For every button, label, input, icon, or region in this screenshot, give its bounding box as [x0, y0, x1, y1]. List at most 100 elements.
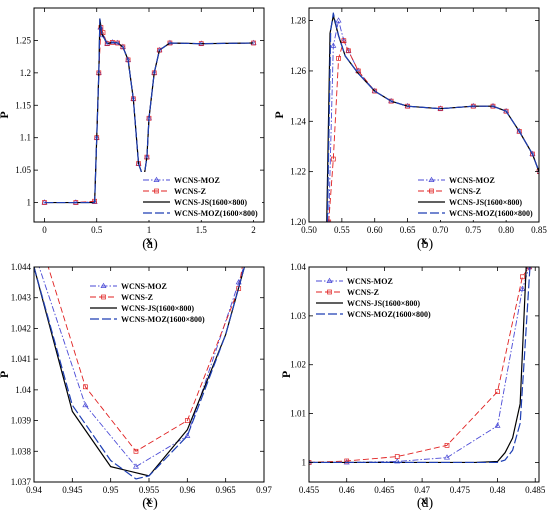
data-point-moz	[335, 17, 342, 23]
x-tick-label: 0.70	[433, 225, 449, 235]
y-axis-label: P	[0, 371, 11, 378]
panel-b: 0.50 0.55 0.60 0.65 0.70 0.75 0.80 0.85 1.20 1.22…	[272, 7, 547, 252]
legend: WCNS-MOZ WCNS-Z WCNS-JS(1600×800) WCNS-MOZ(…	[87, 278, 209, 326]
data-point-moz	[526, 267, 533, 269]
legend-label-moz: WCNS-MOZ	[174, 176, 220, 185]
y-tick-label: 1.24	[290, 116, 306, 126]
x-tick-label: 0.95	[103, 485, 119, 495]
y-tick-label: 1.1	[20, 133, 31, 143]
data-point-moz	[519, 285, 526, 291]
y-tick-label: 1.042	[11, 323, 31, 333]
y-axis-label: P	[279, 371, 293, 378]
y-axis-label: P	[0, 111, 11, 118]
legend-label-mozref: WCNS-MOZ(1600×800)	[449, 209, 533, 218]
data-point-moz	[443, 454, 451, 460]
legend-label-z: WCNS-Z	[347, 288, 379, 297]
y-tick-label: 1.05	[15, 165, 31, 175]
y-tick-label: 1.04	[290, 262, 306, 272]
panel-label: (d)	[417, 496, 434, 511]
data-point-moz	[184, 432, 191, 438]
y-tick-label: 1.043	[11, 293, 32, 303]
data-point-z	[184, 418, 190, 423]
legend-label-js: WCNS-JS(1600×800)	[449, 198, 522, 207]
x-tick-label: 0.97	[256, 485, 272, 495]
series-line-mozref	[309, 267, 531, 464]
data-point-z	[372, 88, 378, 94]
x-axis-label: x	[146, 493, 152, 507]
x-tick-label: 0.955	[139, 485, 160, 495]
legend-label-js: WCNS-JS(1600×800)	[121, 304, 194, 313]
data-point-moz	[32, 249, 37, 253]
x-tick-label: 0.75	[465, 225, 481, 235]
y-tick-label: 1	[27, 198, 32, 208]
data-point-z	[336, 56, 341, 61]
series-line-mozref	[326, 12, 539, 222]
legend-marker-moz	[153, 176, 160, 182]
panel-a: 0 0.5 1 1.5 2 1 1.05 1.1 1.15 1.2 1.25 x P (a) WCNS-MO…	[0, 7, 265, 252]
x-tick-label: 0.60	[367, 225, 383, 235]
x-axis-label: x	[421, 233, 427, 247]
legend-label-z: WCNS-Z	[174, 187, 206, 196]
x-tick-label: 0.94	[26, 485, 42, 495]
series-line-z	[47, 267, 243, 452]
x-tick-label: 0	[42, 225, 47, 235]
y-tick-label: 1.2	[20, 68, 31, 78]
x-tick-label: 0.475	[450, 485, 471, 495]
y-tick-label: 1.04	[15, 385, 31, 395]
x-tick-label: 0.85	[531, 225, 547, 235]
x-tick-label: 0.65	[400, 225, 416, 235]
y-tick-label: 1.038	[11, 446, 32, 456]
y-tick-label: 1.037	[11, 477, 32, 487]
data-point-moz	[340, 37, 347, 43]
legend-label-js: WCNS-JS(1600×800)	[174, 198, 247, 207]
panel-label: (c)	[142, 496, 158, 511]
y-tick-label: 1.22	[290, 167, 306, 177]
series-line-mozref	[44, 18, 254, 204]
x-tick-label: 0.46	[339, 485, 355, 495]
data-point-z	[346, 48, 351, 54]
panel-label: (a)	[142, 237, 158, 252]
series-line-z	[309, 267, 530, 463]
y-tick-label: 1.15	[15, 100, 31, 110]
y-tick-label: 1.03	[290, 311, 306, 321]
data-point-moz	[109, 39, 116, 45]
data-point-z	[503, 108, 509, 114]
panel-d: 0.455 0.46 0.465 0.47 0.475 0.48 0.485 1 1.01 1.0…	[279, 262, 546, 511]
y-tick-label: 1.26	[290, 66, 306, 76]
legend: WCNS-MOZ WCNS-Z WCNS-JS(1600×800) WCNS-MOZ(…	[140, 172, 262, 220]
y-tick-label: 1	[302, 457, 307, 467]
legend-marker-moz	[100, 282, 107, 288]
x-tick-label: 0.48	[490, 485, 506, 495]
x-tick-label: 0.55	[334, 225, 350, 235]
data-point-z	[341, 38, 347, 44]
y-tick-label: 1.25	[15, 35, 31, 45]
legend-marker-z	[154, 188, 159, 194]
data-point-z	[394, 454, 400, 459]
data-point-z	[444, 443, 450, 448]
x-tick-label: 1	[147, 225, 152, 235]
legend-label-moz: WCNS-MOZ	[347, 277, 393, 286]
data-point-z	[520, 274, 525, 280]
data-point-moz	[494, 422, 501, 428]
data-point-z	[326, 219, 332, 222]
x-tick-label: 0.47	[414, 485, 430, 495]
legend: WCNS-MOZ WCNS-Z WCNS-JS(1600×800) WCNS-MOZ(…	[313, 273, 435, 321]
y-tick-label: 1.28	[290, 16, 306, 26]
legend-marker-z	[327, 289, 332, 295]
y-tick-label: 1.02	[290, 360, 306, 370]
data-point-z	[330, 156, 336, 162]
data-point-z	[526, 267, 532, 270]
legend-marker-z	[429, 188, 434, 194]
data-point-z	[516, 129, 522, 134]
x-tick-label: 0.80	[498, 225, 514, 235]
x-tick-label: 0.485	[525, 485, 546, 495]
legend-label-mozref: WCNS-MOZ(1600×800)	[174, 209, 258, 218]
data-point-moz	[394, 458, 401, 464]
data-point-moz	[330, 42, 337, 48]
legend-label-mozref: WCNS-MOZ(1600×800)	[121, 315, 205, 324]
legend-marker-z	[101, 294, 106, 300]
data-point-moz	[246, 249, 251, 253]
data-point-z	[83, 384, 88, 390]
legend-label-z: WCNS-Z	[449, 187, 481, 196]
x-tick-label: 2	[251, 225, 256, 235]
